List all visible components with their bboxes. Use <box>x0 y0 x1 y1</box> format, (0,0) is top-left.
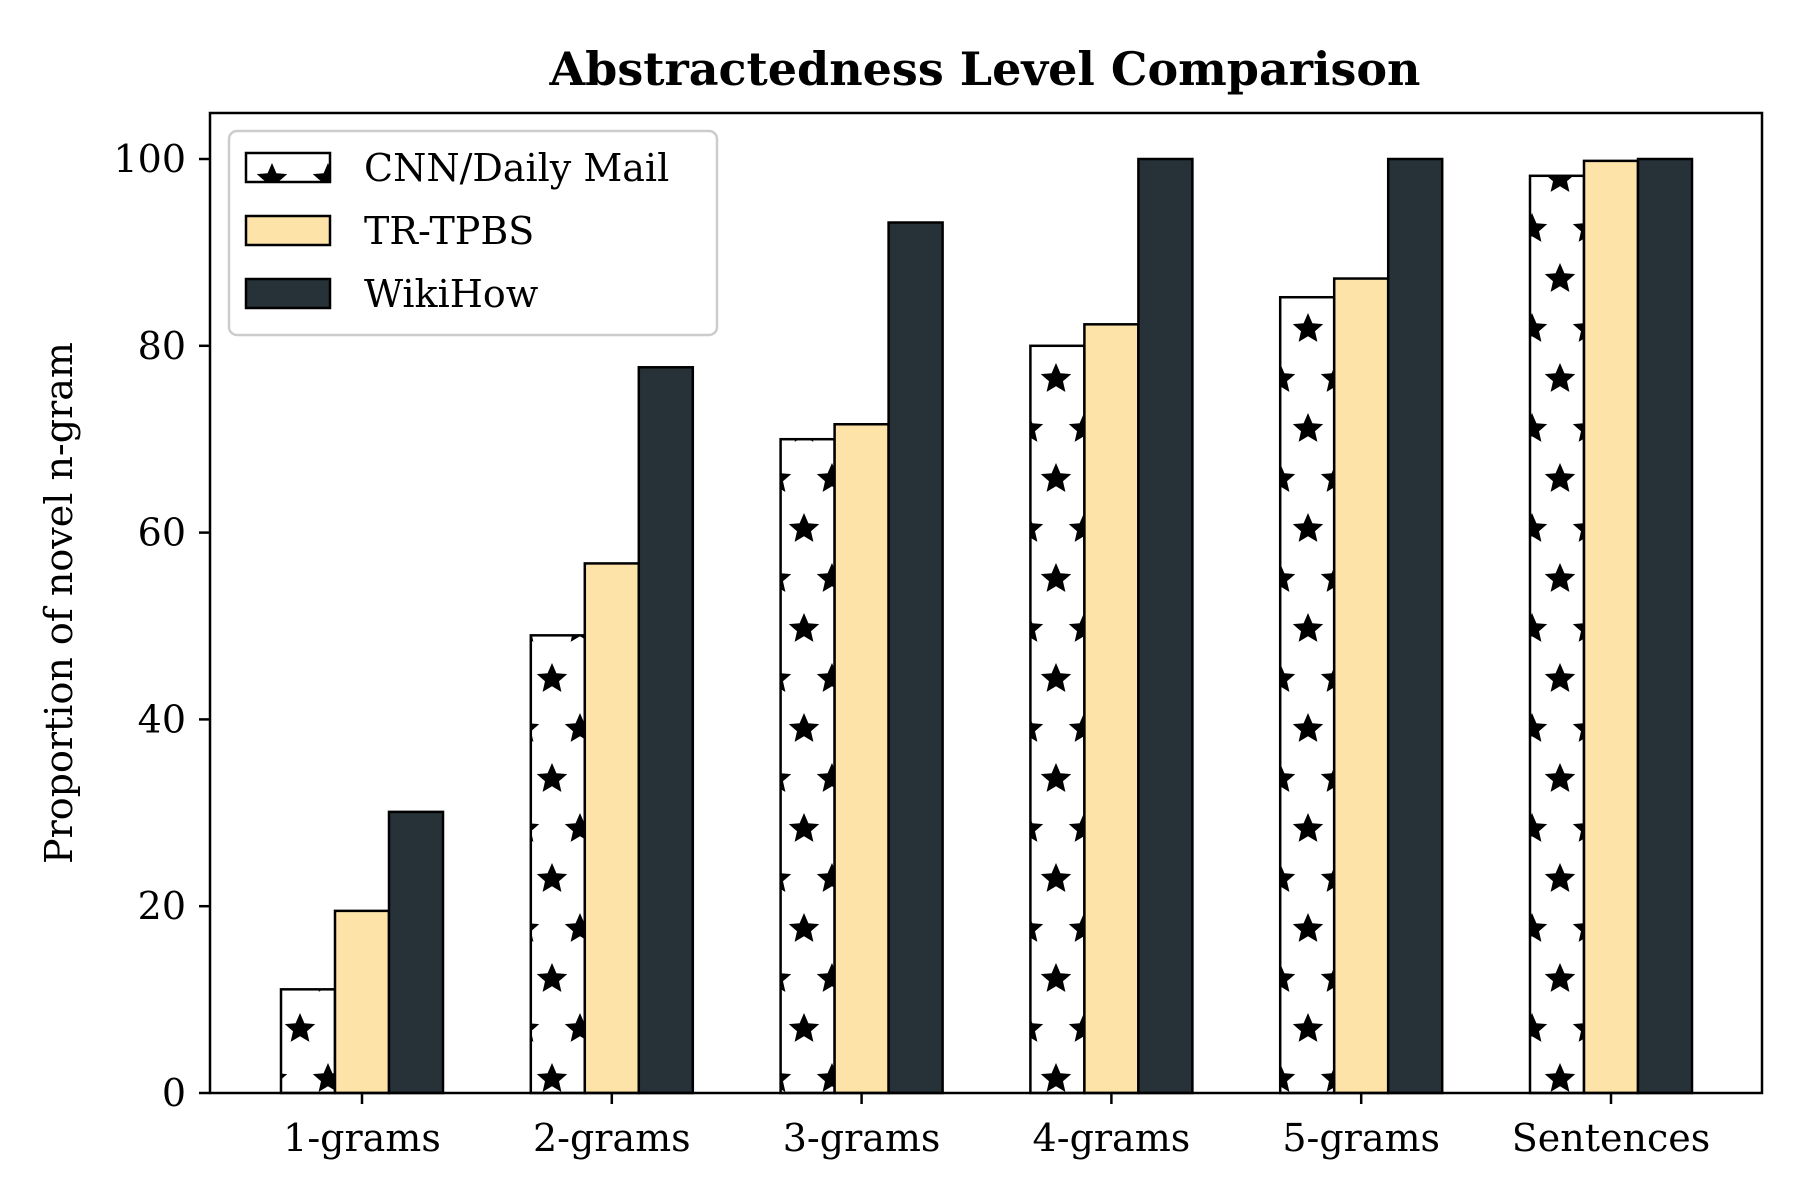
y-tick-label: 80 <box>138 324 186 368</box>
bar-tr-tpbs-5-grams <box>1332 277 1390 1095</box>
bar-cnn-daily-mail-4-grams <box>1029 344 1086 1095</box>
x-tick-label-sentences: Sentences <box>1512 1116 1711 1160</box>
bar-tr-tpbs-2-grams <box>583 562 641 1095</box>
legend: CNN/Daily Mail TR-TPBS WikiHow <box>227 129 719 337</box>
legend-label-cnn-daily-mail: CNN/Daily Mail <box>364 146 669 190</box>
legend-swatch-wikihow <box>244 277 332 310</box>
bar-wikihow-3-grams <box>887 221 944 1095</box>
y-axis-label: Proportion of novel n-gram <box>37 342 81 864</box>
plot-frame <box>208 111 1764 1095</box>
bar-wikihow-5-grams <box>1386 157 1444 1095</box>
y-tick-label: 0 <box>162 1071 186 1115</box>
y-tick-label: 60 <box>138 511 186 555</box>
bar-cnn-daily-mail-3-grams <box>779 437 836 1095</box>
x-tick-label-4-grams: 4-grams <box>1033 1116 1191 1160</box>
chart-title: Abstractedness Level Comparison <box>548 42 1420 96</box>
x-tick-label-5-grams: 5-grams <box>1282 1116 1440 1160</box>
legend-label-wikihow: WikiHow <box>364 272 539 316</box>
bar-wikihow-sentences <box>1636 157 1694 1095</box>
x-tick-label-1-grams: 1-grams <box>283 1116 441 1160</box>
legend-box <box>227 129 719 337</box>
bar-tr-tpbs-4-grams <box>1083 323 1140 1095</box>
bar-cnn-daily-mail-sentences <box>1528 174 1586 1095</box>
bar-tr-tpbs-sentences <box>1582 159 1640 1095</box>
legend-swatch-tr-tpbs <box>244 214 332 247</box>
bars-layer <box>279 157 1694 1095</box>
y-tick-label: 100 <box>113 137 186 181</box>
bar-tr-tpbs-1-grams <box>333 909 391 1095</box>
y-axis: 0 20 40 60 80 100 <box>113 137 210 1115</box>
bar-wikihow-1-grams <box>387 810 445 1095</box>
bar-wikihow-4-grams <box>1137 157 1194 1095</box>
bar-cnn-daily-mail-5-grams <box>1278 295 1336 1095</box>
y-tick-label: 20 <box>138 884 186 928</box>
x-tick-label-3-grams: 3-grams <box>783 1116 941 1160</box>
x-tick-label-2-grams: 2-grams <box>533 1116 691 1160</box>
bar-cnn-daily-mail-1-grams <box>279 988 337 1095</box>
x-axis: 1-grams 2-grams 3-grams 4-grams 5-grams Sente… <box>283 1093 1710 1160</box>
legend-swatch-cnn-daily-mail <box>244 151 332 184</box>
bar-cnn-daily-mail-2-grams <box>529 634 587 1095</box>
bar-tr-tpbs-3-grams <box>833 423 890 1095</box>
legend-label-tr-tpbs: TR-TPBS <box>364 209 534 253</box>
bar-wikihow-2-grams <box>637 366 695 1095</box>
y-tick-label: 40 <box>138 697 186 741</box>
